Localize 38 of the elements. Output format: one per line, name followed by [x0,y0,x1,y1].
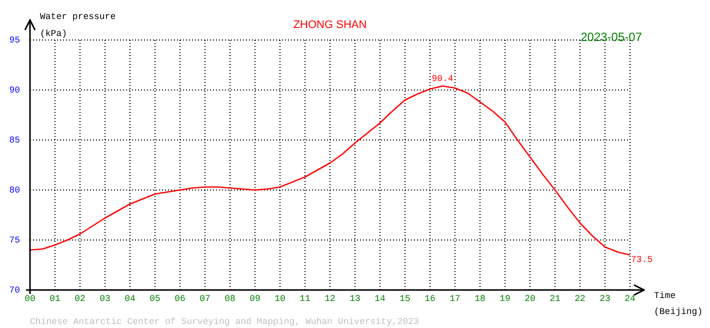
x-tick-label: 00 [24,294,36,304]
y-tick-label: 85 [9,135,20,146]
x-tick-label: 05 [150,294,160,304]
x-tick-label: 18 [474,294,486,304]
x-tick-label: 15 [400,294,410,304]
x-tick-label: 02 [74,294,86,304]
x-tick-label: 06 [174,294,186,304]
x-tick-label: 01 [50,294,60,304]
chart-subtitle: 2023-05-07 [580,30,642,44]
y-tick-label: 90 [9,85,20,96]
x-tick-label: 22 [574,294,586,304]
x-tick-label: 11 [300,294,310,304]
annotation: 90.4 [432,74,454,84]
x-tick-label: 17 [450,294,460,304]
x-tick-label: 20 [524,294,536,304]
annotation: 73.5 [631,255,653,265]
chart-title: ZHONG SHAN [293,19,367,31]
x-tick-label: 07 [200,294,210,304]
x-tick-label: 04 [124,294,136,304]
y-tick-label: 80 [9,185,20,196]
x-tick-label: 10 [274,294,286,304]
x-tick-label: 08 [224,294,236,304]
x-tick-label: 12 [324,294,336,304]
y-axis-title: Water pressure (kPa) [40,12,116,39]
x-tick-label: 14 [374,294,386,304]
x-tick-label: 21 [550,294,560,304]
x-tick-label: 24 [624,294,636,304]
y-tick-label: 70 [9,285,20,296]
x-axis-title: Time (Beijing) [654,291,703,317]
x-tick-label: 16 [424,294,436,304]
y-tick-label: 75 [9,235,20,246]
x-tick-label: 23 [600,294,610,304]
x-tick-label: 03 [100,294,110,304]
x-tick-label: 13 [350,294,360,304]
y-tick-label: 95 [9,35,20,46]
x-tick-label: 19 [500,294,510,304]
text: Chinese Antarctic Center of Surveying and Mapping, Wuhan University,2023 [30,317,419,327]
x-tick-label: 09 [250,294,260,304]
